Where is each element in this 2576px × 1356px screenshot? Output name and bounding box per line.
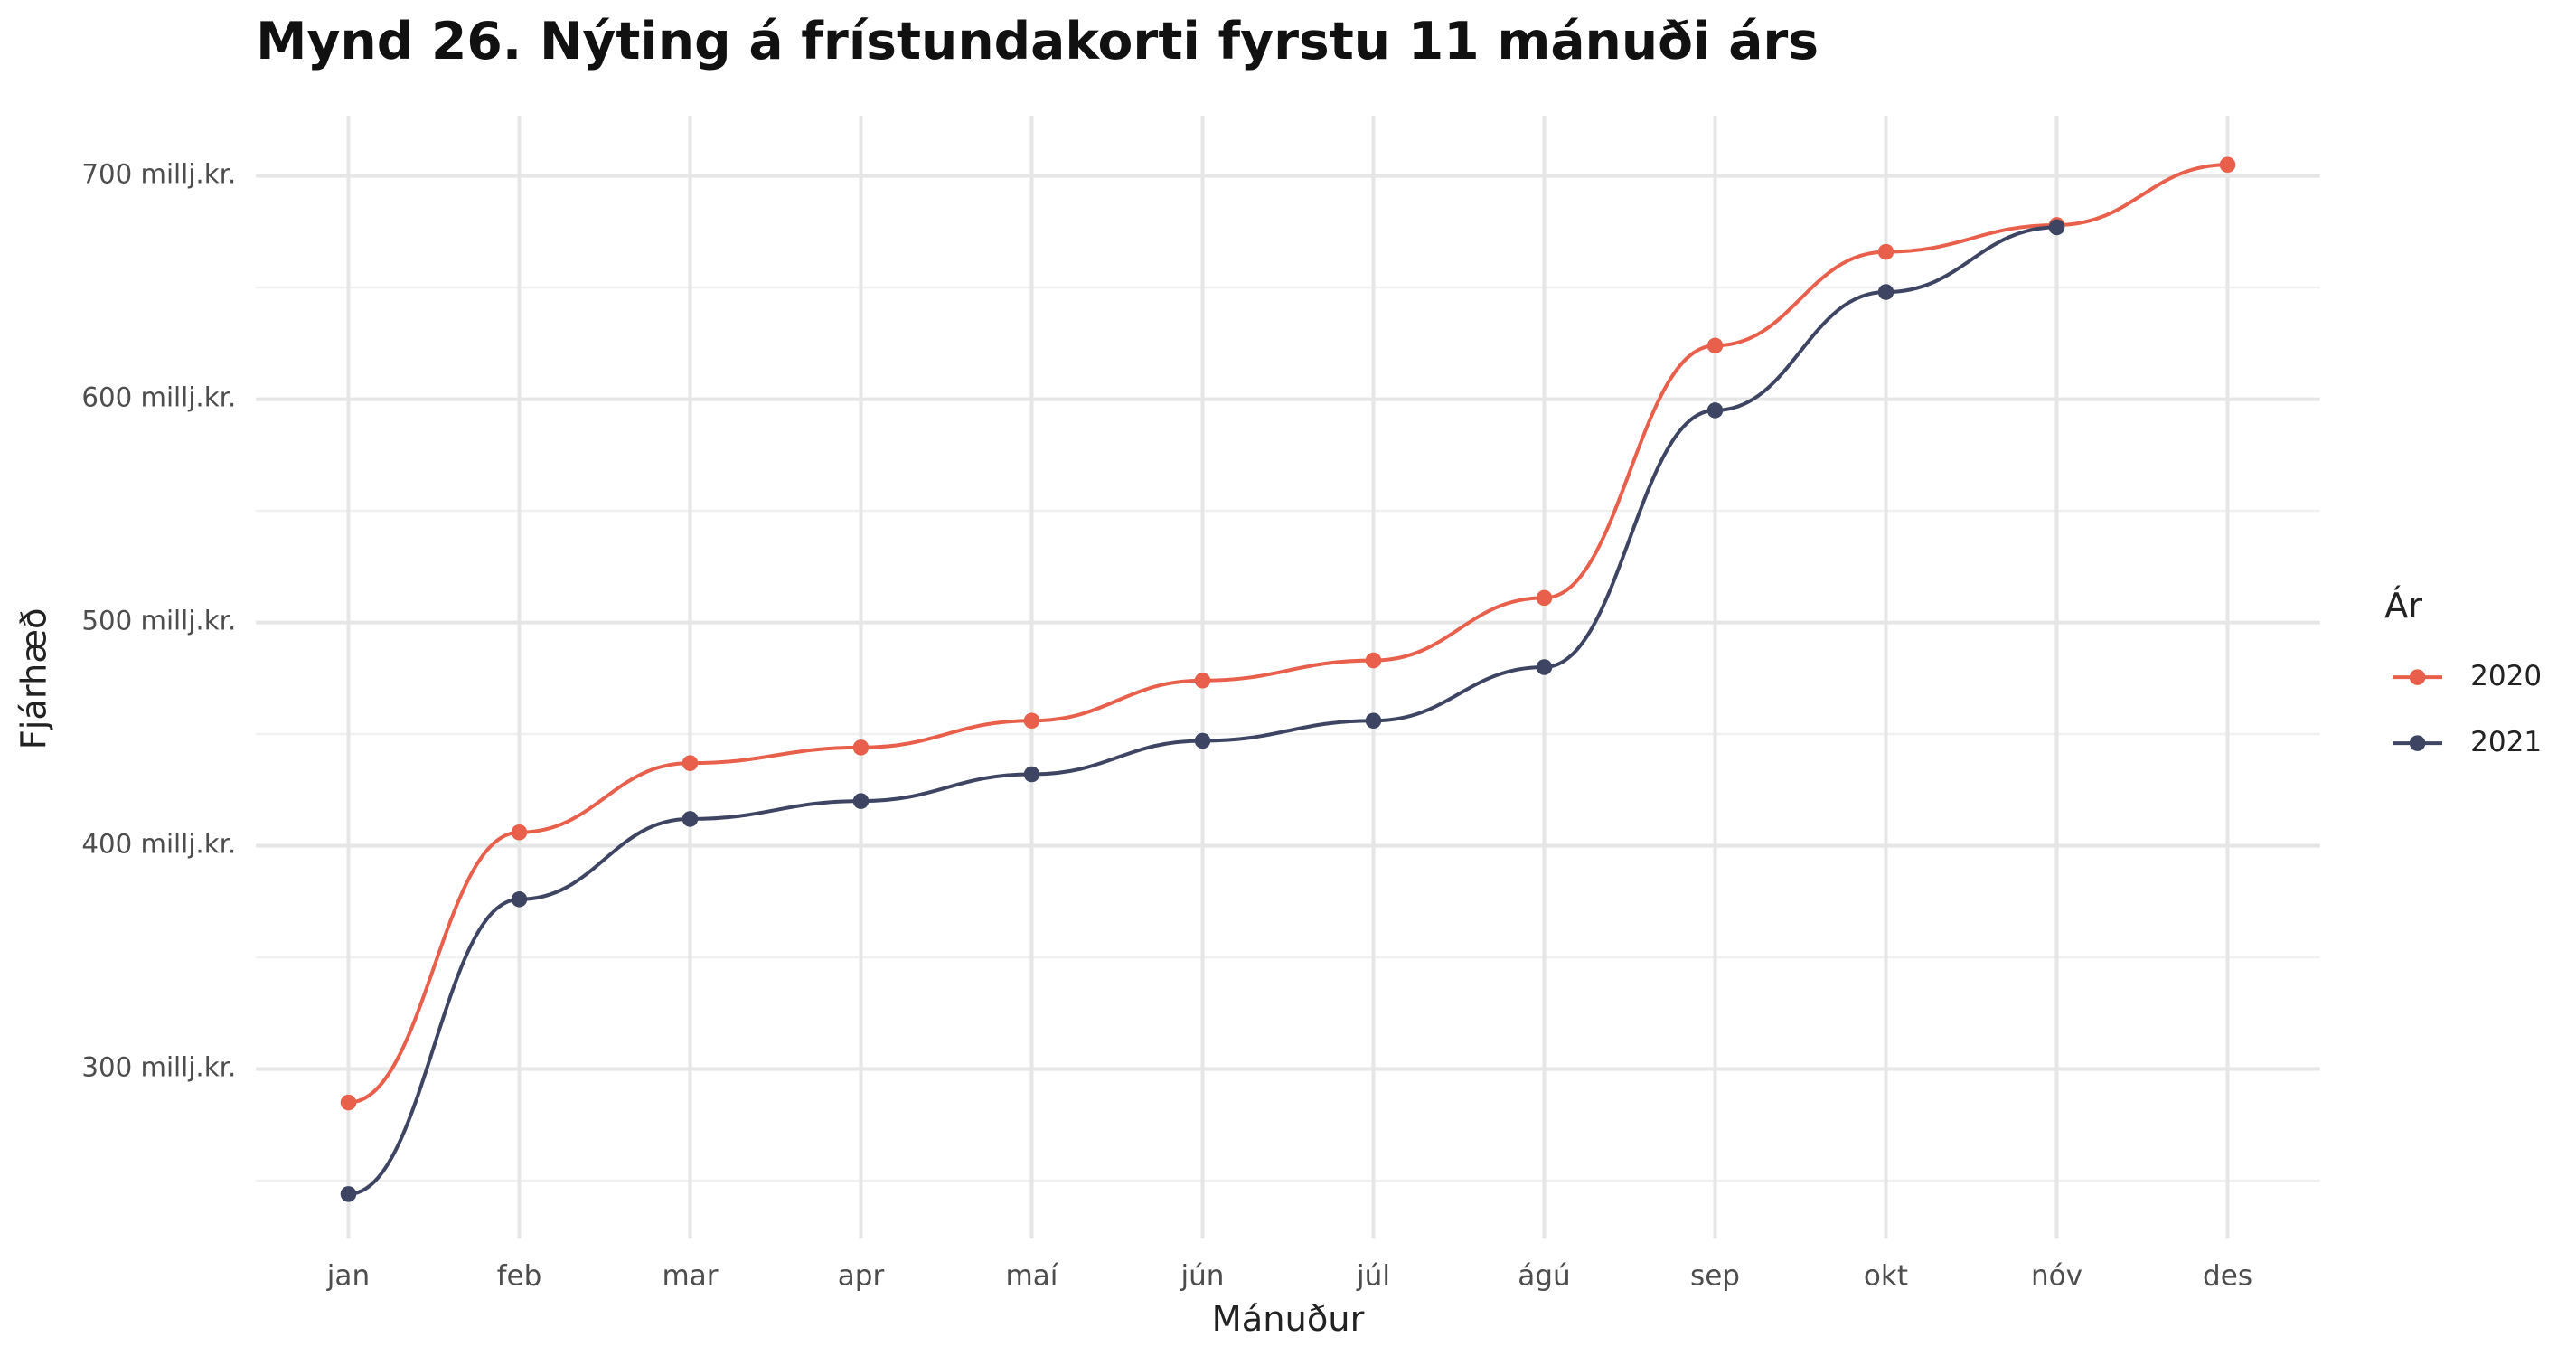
x-tick-label: ágú — [1518, 1259, 1570, 1292]
data-point — [1877, 243, 1894, 260]
data-point — [682, 811, 699, 827]
data-point — [1194, 732, 1211, 749]
data-point — [1365, 712, 1382, 730]
data-point — [2219, 156, 2236, 174]
x-tick-label: sep — [1690, 1259, 1740, 1292]
data-point — [511, 824, 528, 841]
x-tick-label: okt — [1864, 1259, 1908, 1292]
data-point — [340, 1186, 357, 1202]
data-point — [1877, 284, 1894, 300]
y-tick-label: 600 millj.kr. — [81, 382, 236, 413]
x-tick-label: apr — [838, 1259, 885, 1292]
legend-label: 2020 — [2470, 660, 2542, 692]
data-point — [340, 1094, 357, 1111]
x-tick-label: des — [2203, 1259, 2252, 1292]
legend-dot — [2409, 735, 2426, 751]
chart-title: Mynd 26. Nýting á frístundakorti fyrstu … — [256, 12, 1819, 71]
x-tick-label: maí — [1006, 1259, 1059, 1292]
data-point — [1194, 673, 1211, 689]
legend-label: 2021 — [2470, 726, 2542, 758]
data-point — [1365, 652, 1382, 669]
data-point — [1706, 402, 1724, 419]
data-point — [1023, 712, 1040, 730]
data-point — [852, 793, 870, 809]
x-axis-title: Mánuður — [1212, 1299, 1365, 1340]
x-tick-label: nóv — [2031, 1259, 2082, 1292]
y-tick-label: 700 millj.kr. — [81, 159, 236, 190]
data-point — [682, 755, 699, 771]
y-tick-label: 300 millj.kr. — [81, 1052, 236, 1083]
data-point — [2048, 219, 2065, 236]
legend-title: Ár — [2384, 584, 2422, 626]
x-tick-label: jan — [326, 1259, 370, 1292]
data-point — [511, 891, 528, 908]
x-tick-label: júl — [1356, 1259, 1390, 1292]
data-point — [1536, 659, 1553, 675]
data-point — [1536, 589, 1553, 607]
data-point — [1023, 766, 1040, 783]
series-line — [348, 163, 2228, 1105]
x-tick-label: jún — [1180, 1259, 1225, 1292]
y-tick-label: 400 millj.kr. — [81, 829, 236, 860]
data-point — [1706, 337, 1724, 354]
data-point — [852, 739, 870, 756]
legend-dot — [2409, 669, 2426, 685]
y-axis-title: Fjárhæð — [14, 608, 55, 750]
x-tick-label: feb — [497, 1259, 542, 1292]
y-tick-label: 500 millj.kr. — [81, 606, 236, 636]
x-tick-label: mar — [662, 1259, 718, 1292]
